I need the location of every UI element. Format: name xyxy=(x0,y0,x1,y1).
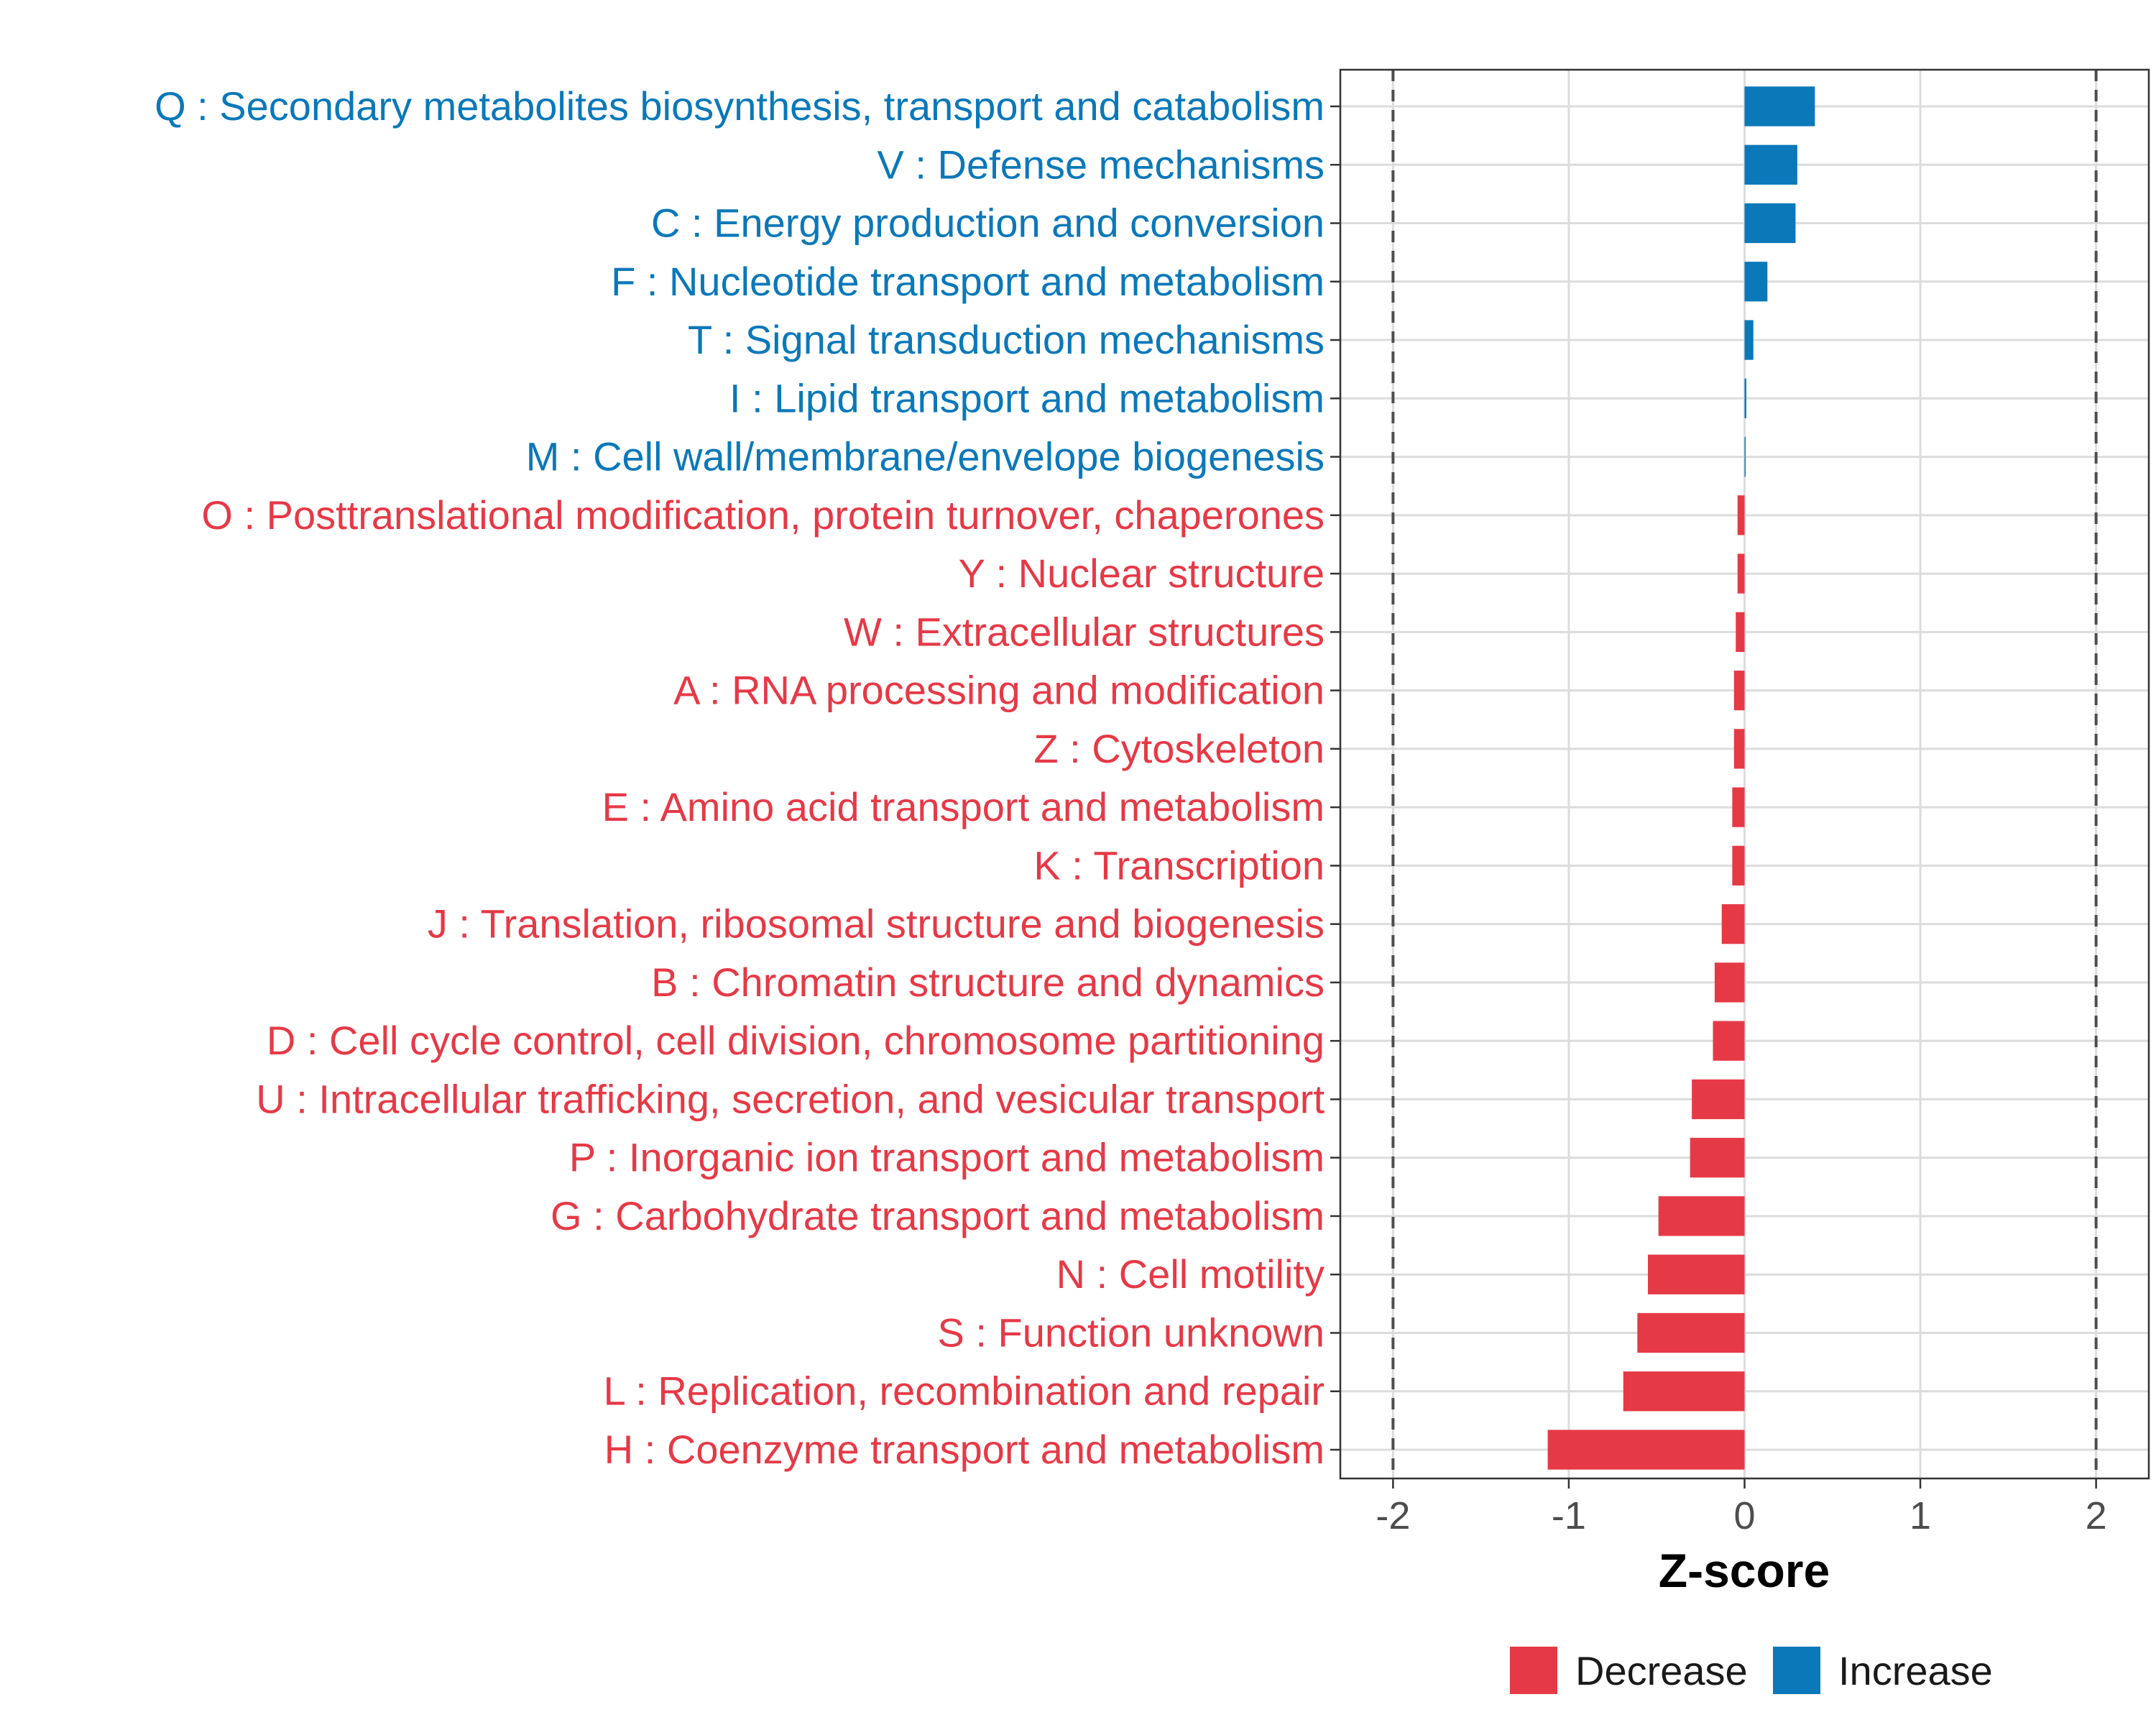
bar-u-intracellular-trafficking-secretion-an xyxy=(1692,1079,1745,1120)
bar-v-defense-mechanisms xyxy=(1744,144,1797,185)
bar-t-signal-transduction-mechanisms xyxy=(1744,320,1754,360)
category-label-b-chromatin-structure-and-dynamics: B : Chromatin structure and dynamics xyxy=(651,960,1325,1005)
category-label-f-nucleotide-transport-and-metabolism: F : Nucleotide transport and metabolism xyxy=(611,259,1325,304)
x-tick-label: -1 xyxy=(1552,1494,1586,1537)
category-label-m-cell-wall-membrane-envelope-biogenesis: M : Cell wall/membrane/envelope biogenes… xyxy=(526,434,1325,479)
bar-i-lipid-transport-and-metabolism xyxy=(1744,378,1746,418)
legend: Decrease Increase xyxy=(1510,1647,1993,1694)
category-label-g-carbohydrate-transport-and-metabolism: G : Carbohydrate transport and metabolis… xyxy=(550,1193,1325,1238)
y-axis-ticks xyxy=(1330,105,1340,1451)
category-label-z-cytoskeleton: Z : Cytoskeleton xyxy=(1033,726,1325,771)
y-axis-labels: Q : Secondary metabolites biosynthesis, … xyxy=(155,83,1325,1472)
x-tick-label: -2 xyxy=(1376,1494,1410,1537)
bar-d-cell-cycle-control-cell-division-chrom xyxy=(1713,1021,1745,1061)
bar-g-carbohydrate-transport-and-metabolism xyxy=(1658,1196,1745,1236)
category-label-i-lipid-transport-and-metabolism: I : Lipid transport and metabolism xyxy=(729,375,1325,420)
x-axis-ticks: -2 -1 0 1 2 xyxy=(1376,1478,2107,1537)
bar-f-nucleotide-transport-and-metabolism xyxy=(1744,262,1768,302)
reference-lines xyxy=(1391,70,2098,1478)
category-label-l-replication-recombination-and-repair: L : Replication, recombination and repai… xyxy=(604,1368,1325,1414)
bar-a-rna-processing-and-modification xyxy=(1733,670,1745,711)
category-label-h-coenzyme-transport-and-metabolism: H : Coenzyme transport and metabolism xyxy=(604,1427,1325,1472)
bar-h-coenzyme-transport-and-metabolism xyxy=(1547,1430,1745,1470)
bar-n-cell-motility xyxy=(1647,1254,1745,1294)
category-label-w-extracellular-structures: W : Extracellular structures xyxy=(844,609,1325,654)
bar-m-cell-wall-membrane-envelope-biogenesis xyxy=(1744,436,1746,477)
bar-c-energy-production-and-conversion xyxy=(1744,203,1796,244)
category-label-a-rna-processing-and-modification: A : RNA processing and modification xyxy=(673,668,1325,713)
legend-swatch-decrease xyxy=(1510,1647,1557,1694)
bar-p-inorganic-ion-transport-and-metabolism xyxy=(1690,1138,1745,1178)
category-label-t-signal-transduction-mechanisms: T : Signal transduction mechanisms xyxy=(688,317,1325,362)
category-label-p-inorganic-ion-transport-and-metabolism: P : Inorganic ion transport and metaboli… xyxy=(569,1135,1325,1180)
category-label-v-defense-mechanisms: V : Defense mechanisms xyxy=(877,142,1325,187)
x-axis-title: Z-score xyxy=(1659,1544,1830,1597)
bar-l-replication-recombination-and-repair xyxy=(1623,1371,1745,1412)
category-label-j-translation-ribosomal-structure-and-bi: J : Translation, ribosomal structure and… xyxy=(428,901,1325,947)
bar-o-posttranslational-modification-protein xyxy=(1737,495,1745,535)
legend-label-increase: Increase xyxy=(1838,1648,1993,1693)
x-tick-label: 0 xyxy=(1733,1494,1755,1537)
bar-q-secondary-metabolites-biosynthesis-tra xyxy=(1744,86,1815,126)
bars xyxy=(1547,86,1815,1470)
x-tick-label: 1 xyxy=(1909,1494,1931,1537)
bar-e-amino-acid-transport-and-metabolism xyxy=(1732,787,1745,827)
category-label-q-secondary-metabolites-biosynthesis-tra: Q : Secondary metabolites biosynthesis, … xyxy=(155,83,1325,129)
category-label-s-function-unknown: S : Function unknown xyxy=(937,1310,1325,1355)
legend-swatch-increase xyxy=(1773,1647,1820,1694)
category-label-y-nuclear-structure: Y : Nuclear structure xyxy=(959,551,1325,596)
category-label-u-intracellular-trafficking-secretion-an: U : Intracellular trafficking, secretion… xyxy=(256,1076,1325,1121)
category-label-n-cell-motility: N : Cell motility xyxy=(1056,1251,1325,1297)
category-label-o-posttranslational-modification-protein: O : Posttranslational modification, prot… xyxy=(201,492,1325,538)
bar-z-cytoskeleton xyxy=(1733,729,1745,769)
category-label-c-energy-production-and-conversion: C : Energy production and conversion xyxy=(651,201,1325,246)
bar-w-extracellular-structures xyxy=(1736,612,1745,652)
category-label-k-transcription: K : Transcription xyxy=(1033,842,1325,888)
bar-k-transcription xyxy=(1732,845,1745,886)
bar-s-function-unknown xyxy=(1637,1312,1745,1353)
legend-label-decrease: Decrease xyxy=(1575,1648,1748,1693)
bar-y-nuclear-structure xyxy=(1737,553,1745,594)
bar-j-translation-ribosomal-structure-and-bi xyxy=(1721,904,1745,944)
bar-b-chromatin-structure-and-dynamics xyxy=(1714,962,1745,1003)
category-label-d-cell-cycle-control-cell-division-chrom: D : Cell cycle control, cell division, c… xyxy=(267,1018,1325,1063)
category-label-e-amino-acid-transport-and-metabolism: E : Amino acid transport and metabolism xyxy=(602,784,1325,829)
x-tick-label: 2 xyxy=(2086,1494,2107,1537)
